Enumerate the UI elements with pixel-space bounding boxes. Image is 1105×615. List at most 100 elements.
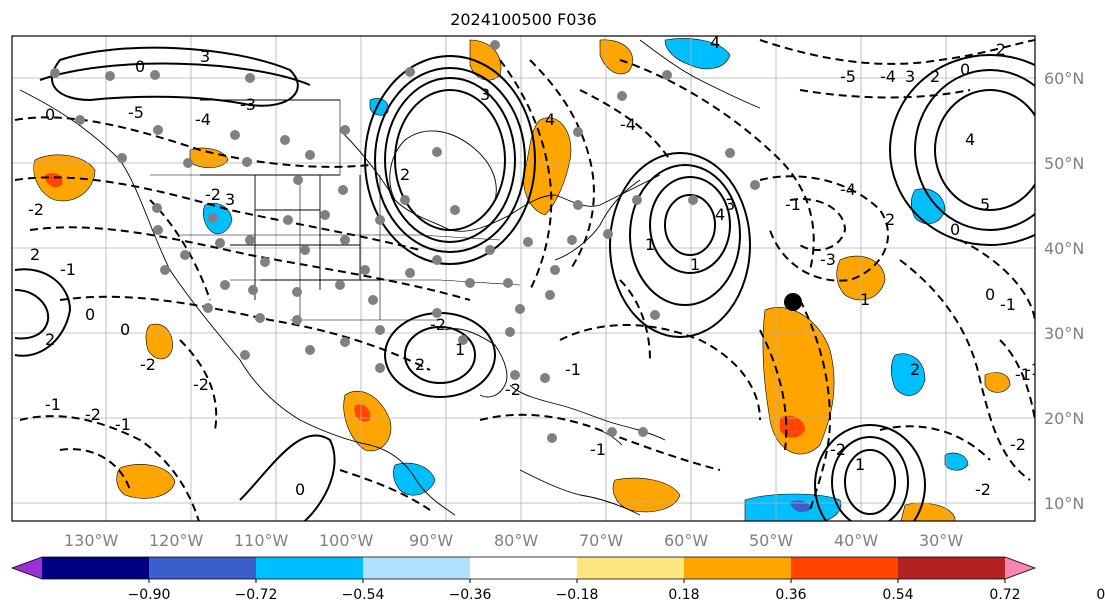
shade-orange [116,463,176,499]
shade-orange [762,307,835,455]
colorbar-tick-label: −0.90 [128,587,171,603]
colorbar-tick-label: −0.18 [556,587,599,603]
longitude-labels: 130°W 120°W 110°W 100°W 90°W 80°W 70°W 6… [64,531,963,550]
colorbar-tick-label: 0.36 [775,587,806,603]
lat-tick-label: 40°N [1044,239,1084,258]
contour-label: -2 [85,405,101,424]
colorbar-segment [256,557,364,579]
colorbar: −0.90 −0.72 −0.54 −0.36 −0.18 0.18 0.36 0.54 0.7… [10,556,1105,603]
contour-label: -1 [1000,295,1016,314]
colorbar-segment [470,557,578,579]
shade-light-blue [393,462,436,496]
contour-label: 0 [85,305,95,324]
map-frame [11,35,1036,522]
latitude-labels: 60°N 50°N 40°N 30°N 20°N 10°N [1044,69,1084,513]
contour-label: -2 [430,315,446,334]
contour-label: -2 [975,480,991,499]
lat-tick-label: 30°N [1044,324,1084,343]
colorbar-extend-low [12,557,42,579]
contour-label: -1 [565,360,581,379]
contour-label: 0 [45,105,55,124]
contour-label: 1 [455,340,465,359]
colorbar-segment [363,557,471,579]
map-title: 2024100500 F036 [450,10,597,29]
contour-label: -1 [60,260,76,279]
contour-label: 2 [930,67,940,86]
colorbar-tick-label: −0.36 [449,587,492,603]
contour-label: 1 [855,455,865,474]
contour-label: 2 [30,245,40,264]
contour-label: 4 [710,33,720,52]
lon-tick-label: 60°W [664,531,708,550]
colorbar-tick-label: 0.90 [1096,587,1105,603]
contour-label: 3 [480,85,490,104]
contour-label: -2 [505,380,521,399]
contours-solid [14,46,1035,521]
contour-label: 2 [45,330,55,349]
colorbar-tick-label: −0.72 [235,587,278,603]
shade-light-blue [890,353,926,396]
contour-label: 4 [965,130,975,149]
contour-label: 5 [980,195,990,214]
current-location-marker [784,293,802,311]
contour-label: -1 [590,440,606,459]
contour-label: -4 [840,180,856,199]
shade-orange [612,477,681,513]
contour-label: -1 [1015,365,1031,384]
colorbar-segment [149,557,257,579]
shade-orange [984,372,1011,393]
contour-label: -1 [785,195,801,214]
contour-label: -3 [240,95,256,114]
contour-label: 4 [545,110,555,129]
contour-label: 4 [715,205,725,224]
contour-label: -2 [205,185,221,204]
contour-label: 1 [690,255,700,274]
colorbar-extend-high [1005,557,1035,579]
lat-tick-label: 60°N [1044,69,1084,88]
contour-label: -1 [115,415,131,434]
contour-label: 0 [295,480,305,499]
contour-label: -2 [193,375,209,394]
lat-tick-label: 10°N [1044,494,1084,513]
contour-label: 2 [415,355,425,374]
contour-label: 2 [910,360,920,379]
contour-label: 0 [120,320,130,339]
lon-tick-label: 70°W [579,531,623,550]
colorbar-tick-label: −0.54 [342,587,385,603]
lon-tick-label: 100°W [319,531,374,550]
contour-label: 0 [950,220,960,239]
contour-label: -4 [620,115,636,134]
contour-label: -3 [820,250,836,269]
lon-tick-label: 110°W [234,531,289,550]
contour-label: -4 [880,67,896,86]
colorbar-segment [684,557,792,579]
contour-labels: 3 0 -5 -4 -3 3 2 0 -2 -4 4 -5 -4 3 2 -2 … [28,33,1035,499]
contour-label: 0 [135,57,145,76]
contour-label: 3 [905,67,915,86]
lon-tick-label: 90°W [409,531,453,550]
contour-label: -2 [28,200,44,219]
lon-tick-label: 80°W [494,531,538,550]
contour-label: -5 [840,67,856,86]
lon-tick-label: 130°W [64,531,119,550]
shade-orange [33,154,96,202]
contour-label: -2 [140,355,156,374]
colorbar-tick-label: 0.72 [989,587,1020,603]
colorbar-segment [898,557,1006,579]
lon-tick-label: 40°W [834,531,878,550]
contour-label: 3 [725,195,735,214]
colorbar-segment [791,557,899,579]
contour-label: -4 [195,110,211,129]
colorbar-segment [42,557,150,579]
colorbar-outline [10,556,1037,580]
lat-tick-label: 50°N [1044,154,1084,173]
contour-label: 1 [645,235,655,254]
contour-label: 2 [400,165,410,184]
shade-orange [145,323,173,360]
contour-label: 1 [860,290,870,309]
station-dots [50,40,760,443]
lon-tick-label: 30°W [919,531,963,550]
shade-light-blue [664,38,731,70]
contour-label: -2 [830,440,846,459]
